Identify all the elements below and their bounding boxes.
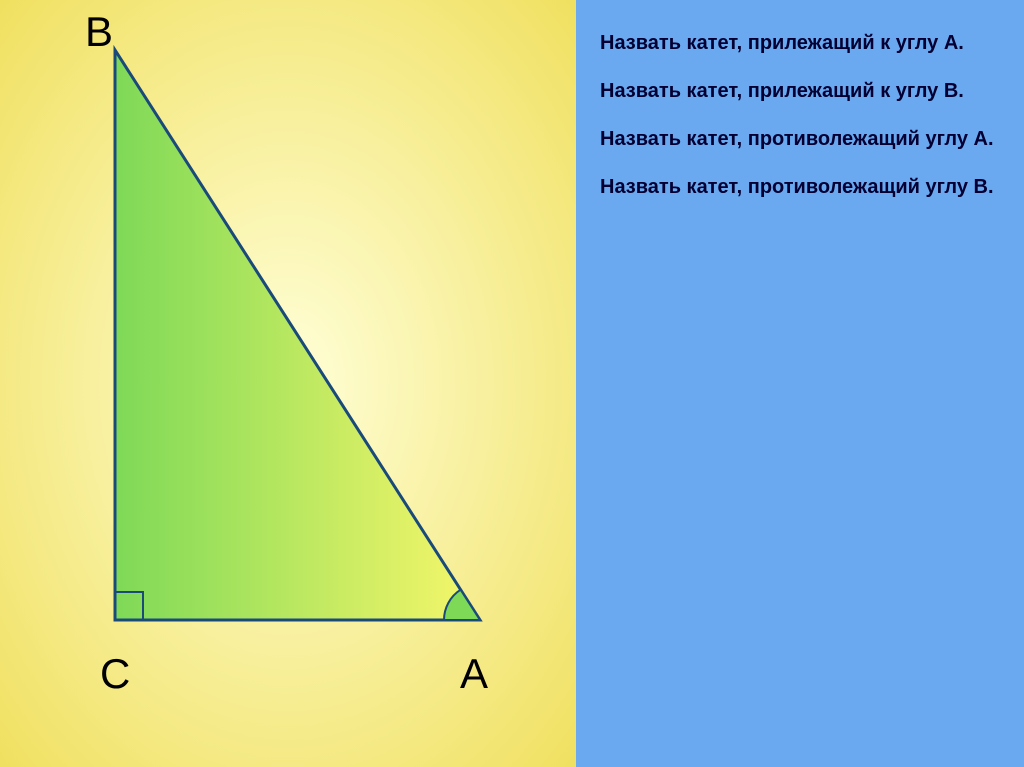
vertex-label-a: А — [460, 650, 488, 698]
diagram-panel: В С А — [0, 0, 576, 767]
task-line-1: Назвать катет, прилежащий к углу А. — [600, 30, 1004, 56]
vertex-label-b: В — [85, 8, 113, 56]
slide-container: В С А Назвать катет, прилежащий к углу А… — [0, 0, 1024, 767]
triangle-shape — [115, 50, 480, 620]
triangle-svg — [0, 0, 576, 767]
task-line-3: Назвать катет, противолежащий углу А. — [600, 126, 1004, 152]
task-line-4: Назвать катет, противолежащий углу В. — [600, 174, 1004, 200]
task-line-2: Назвать катет, прилежащий к углу В. — [600, 78, 1004, 104]
text-panel: Назвать катет, прилежащий к углу А. Назв… — [576, 0, 1024, 767]
vertex-label-c: С — [100, 650, 130, 698]
